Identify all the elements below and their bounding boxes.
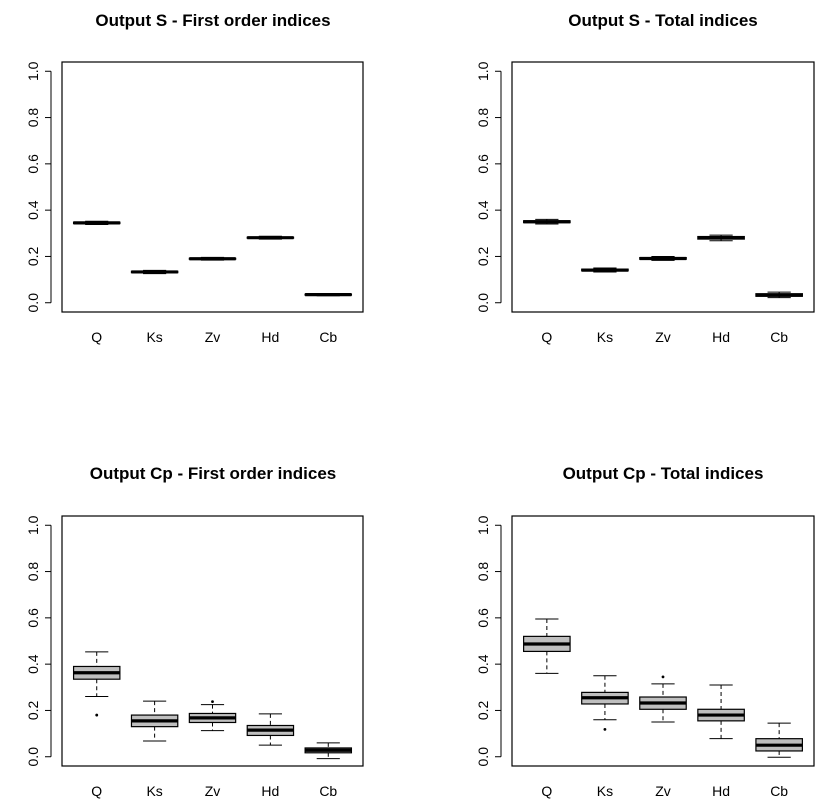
box-hd: [697, 684, 745, 740]
y-tick-label: 0.4: [475, 654, 491, 674]
y-tick-label: 1.0: [475, 515, 491, 535]
y-tick-label: 0.8: [25, 562, 41, 582]
chart-panel-1: Output S - First order indices 0.0 0.2 0.4 0…: [25, 11, 364, 345]
box-ks: [581, 675, 629, 731]
x-tick-label-zv: Zv: [655, 783, 671, 799]
chart-panel-3: Output Cp - First order indices 0.0 0.2 0.4…: [25, 464, 364, 799]
plot-frame: [511, 61, 815, 313]
x-tick-label-zv: Zv: [205, 329, 221, 345]
y-tick-label: 0.8: [475, 562, 491, 582]
y-tick-label: 0.2: [25, 701, 41, 721]
y-tick-label: 0.2: [475, 247, 491, 267]
y-tick-label: 0.0: [475, 293, 491, 313]
outlier-point: [603, 728, 607, 731]
box-hd: [246, 235, 295, 240]
x-tick-label-zv: Zv: [205, 783, 221, 799]
chart-title: Output Cp - Total indices: [563, 464, 764, 483]
y-tick-label: 0.0: [25, 747, 41, 767]
y-tick-label: 0.8: [475, 108, 491, 128]
box-zv: [639, 255, 687, 261]
y-tick-label: 0.6: [25, 608, 41, 628]
box-q: [523, 218, 571, 225]
y-tick-label: 1.0: [25, 515, 41, 535]
x-tick-label-cb: Cb: [770, 329, 788, 345]
box-ks: [130, 269, 179, 275]
x-tick-label-cb: Cb: [319, 783, 337, 799]
box-zv: [188, 256, 237, 261]
x-tick-label-q: Q: [91, 783, 102, 799]
box-zv: [639, 675, 687, 723]
x-tick-label-ks: Ks: [146, 783, 162, 799]
x-tick-label-hd: Hd: [712, 329, 730, 345]
y-tick-label: 0.4: [25, 654, 41, 674]
y-tick-label: 0.0: [475, 747, 491, 767]
box-q: [72, 651, 121, 717]
x-tick-label-q: Q: [541, 783, 552, 799]
x-tick-label-hd: Hd: [712, 783, 730, 799]
box-ks: [581, 267, 629, 273]
x-tick-label-hd: Hd: [261, 329, 279, 345]
x-tick-label-cb: Cb: [770, 783, 788, 799]
y-tick-label: 0.2: [475, 701, 491, 721]
box-cb: [304, 292, 353, 297]
box-hd: [246, 713, 295, 746]
outlier-point: [95, 713, 99, 717]
box-cb: [304, 742, 353, 760]
x-tick-label-zv: Zv: [655, 329, 671, 345]
y-tick-label: 0.0: [25, 293, 41, 313]
y-tick-label: 0.6: [25, 154, 41, 174]
box-hd: [697, 234, 745, 242]
chart-title: Output S - Total indices: [568, 11, 758, 30]
chart-title: Output S - First order indices: [95, 11, 330, 30]
x-tick-label-hd: Hd: [261, 783, 279, 799]
y-tick-label: 1.0: [25, 61, 41, 81]
box-ks: [130, 700, 179, 742]
outlier-point: [211, 700, 214, 704]
box-cb: [755, 291, 803, 299]
x-tick-label-q: Q: [541, 329, 552, 345]
box-cb: [755, 722, 803, 758]
box-q: [72, 220, 121, 225]
plot-frame: [61, 61, 364, 313]
x-tick-label-ks: Ks: [597, 783, 613, 799]
chart-panel-2: Output S - Total indices 0.0 0.2 0.4 0.6 0.8 1…: [475, 11, 815, 345]
plot-frame: [511, 515, 815, 767]
chart-title: Output Cp - First order indices: [90, 464, 337, 483]
x-tick-label-q: Q: [91, 329, 102, 345]
box-zv: [188, 700, 237, 732]
outlier-point: [661, 675, 665, 679]
x-tick-label-ks: Ks: [597, 329, 613, 345]
y-tick-label: 0.4: [475, 200, 491, 220]
y-tick-label: 1.0: [475, 61, 491, 81]
y-tick-label: 0.4: [25, 200, 41, 220]
y-tick-label: 0.6: [475, 154, 491, 174]
box-q: [523, 618, 571, 674]
chart-panel-4: Output Cp - Total indices 0.0 0.2 0.4 0.6 0.8…: [475, 464, 815, 799]
y-tick-label: 0.2: [25, 247, 41, 267]
y-tick-label: 0.6: [475, 608, 491, 628]
x-tick-label-cb: Cb: [319, 329, 337, 345]
x-tick-label-ks: Ks: [146, 329, 162, 345]
y-tick-label: 0.8: [25, 108, 41, 128]
plot-frame: [61, 515, 364, 767]
